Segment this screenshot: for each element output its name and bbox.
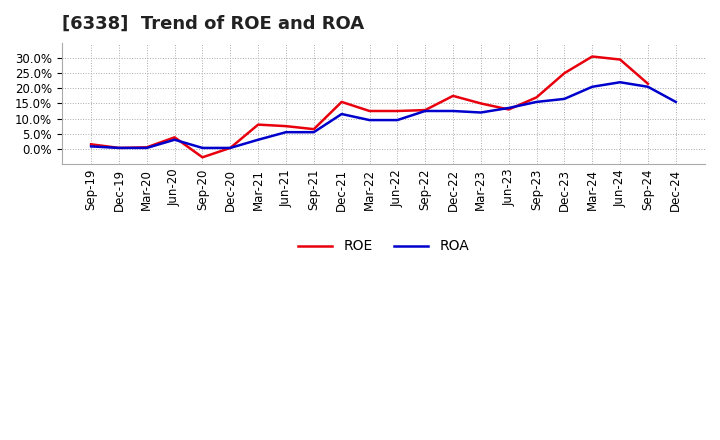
ROA xyxy=(393,117,402,123)
ROA xyxy=(477,110,485,115)
ROA xyxy=(644,84,652,89)
ROE xyxy=(616,57,624,62)
ROE xyxy=(560,70,569,76)
ROA xyxy=(449,108,457,114)
Text: [6338]  Trend of ROE and ROA: [6338] Trend of ROE and ROA xyxy=(62,15,364,33)
ROE xyxy=(254,122,263,127)
ROA xyxy=(505,105,513,110)
ROA xyxy=(560,96,569,102)
ROA xyxy=(616,80,624,85)
Legend: ROE, ROA: ROE, ROA xyxy=(292,234,474,259)
ROA xyxy=(87,144,96,149)
ROE xyxy=(282,124,290,129)
ROE xyxy=(114,145,123,150)
ROE xyxy=(588,54,597,59)
ROE xyxy=(87,142,96,147)
ROE xyxy=(198,155,207,160)
ROE xyxy=(338,99,346,105)
ROE xyxy=(226,145,235,150)
ROA xyxy=(114,145,123,150)
Line: ROE: ROE xyxy=(91,56,648,158)
ROE xyxy=(644,81,652,86)
ROA xyxy=(310,129,318,135)
ROE xyxy=(171,135,179,140)
ROE xyxy=(532,95,541,100)
ROE xyxy=(310,127,318,132)
ROA xyxy=(421,108,430,114)
ROE xyxy=(449,93,457,99)
ROA xyxy=(282,129,290,135)
ROE xyxy=(505,107,513,112)
ROA xyxy=(171,137,179,143)
ROE xyxy=(421,107,430,113)
ROA xyxy=(143,145,151,150)
ROA xyxy=(588,84,597,89)
ROE xyxy=(143,145,151,150)
ROA xyxy=(226,145,235,150)
ROA xyxy=(198,145,207,150)
ROA xyxy=(254,137,263,143)
ROA xyxy=(532,99,541,105)
ROE xyxy=(365,108,374,114)
ROA xyxy=(338,111,346,117)
ROE xyxy=(393,108,402,114)
Line: ROA: ROA xyxy=(91,82,676,148)
ROA xyxy=(672,99,680,105)
ROA xyxy=(365,117,374,123)
ROE xyxy=(477,101,485,106)
